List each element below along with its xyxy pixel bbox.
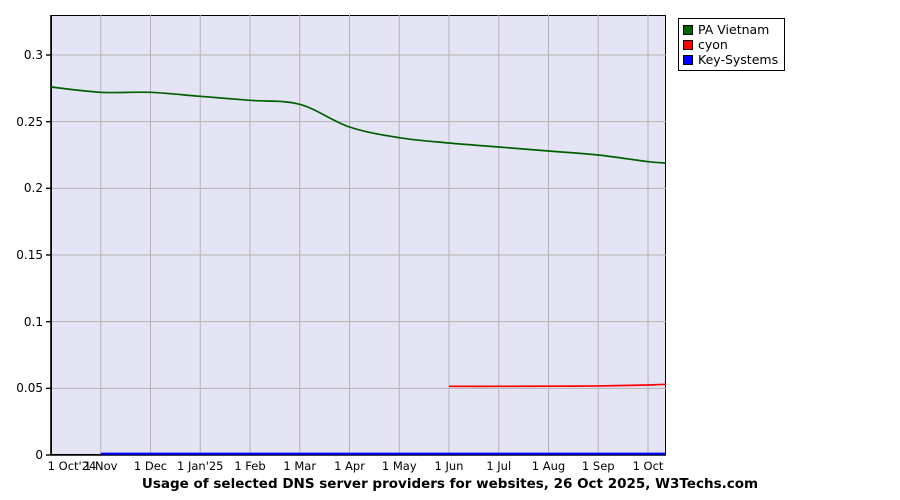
chart-legend: PA Vietnam cyon Key-Systems: [678, 18, 786, 71]
x-axis-tick-label: 1 Nov: [84, 459, 118, 473]
legend-item[interactable]: Key-Systems: [683, 52, 778, 67]
x-axis-tick-label: 1 Dec: [133, 459, 168, 473]
series-line-pa-vietnam: [50, 86, 667, 164]
x-axis-tick-label: 1 May: [381, 459, 417, 473]
y-axis-tick-label: 0.3: [23, 48, 43, 62]
legend-item-label: cyon: [698, 37, 728, 52]
x-axis-tick-label: 1 Jun: [434, 459, 464, 473]
y-axis-tick-label: 0.1: [23, 314, 43, 329]
legend-item-label: Key-Systems: [698, 52, 779, 67]
x-axis-tick-label: 1 Jul: [486, 459, 512, 473]
legend-color-swatch-icon: [683, 54, 693, 65]
y-axis-tick-label: 0: [35, 448, 43, 462]
x-axis-tick-label: 1 Mar: [283, 459, 317, 473]
data-series-group: [50, 86, 667, 455]
y-axis-tick-label: 0.25: [16, 114, 43, 129]
x-axis-tick-label: 1 Oct: [632, 459, 664, 473]
legend-item-label: PA Vietnam: [698, 22, 770, 37]
gridlines: [51, 15, 666, 455]
chart-caption: Usage of selected DNS server providers f…: [141, 476, 759, 492]
axis-ticks: [46, 15, 666, 456]
x-axis-tick-label: 1 Feb: [234, 459, 266, 473]
x-axis-tick-label: 1 Sep: [581, 459, 615, 473]
x-axis-tick-label: 1 Jan'25: [177, 459, 224, 473]
legend-item[interactable]: PA Vietnam: [683, 22, 778, 37]
x-axis-tick-label: 1 Apr: [334, 459, 365, 473]
y-axis-tick-label: 0.15: [16, 248, 43, 262]
legend-color-swatch-icon: [683, 24, 693, 35]
x-axis-tick-label: 1 Oct'24: [47, 459, 97, 473]
series-line-cyon: [448, 383, 667, 388]
legend-item[interactable]: cyon: [683, 37, 778, 52]
y-axis-tick-label: 0.05: [16, 381, 43, 396]
x-axis-tick-label: 1 Aug: [531, 459, 566, 473]
legend-color-swatch-icon: [683, 39, 693, 50]
plot-area: [51, 15, 666, 455]
y-axis-tick-label: 0.2: [23, 181, 43, 196]
